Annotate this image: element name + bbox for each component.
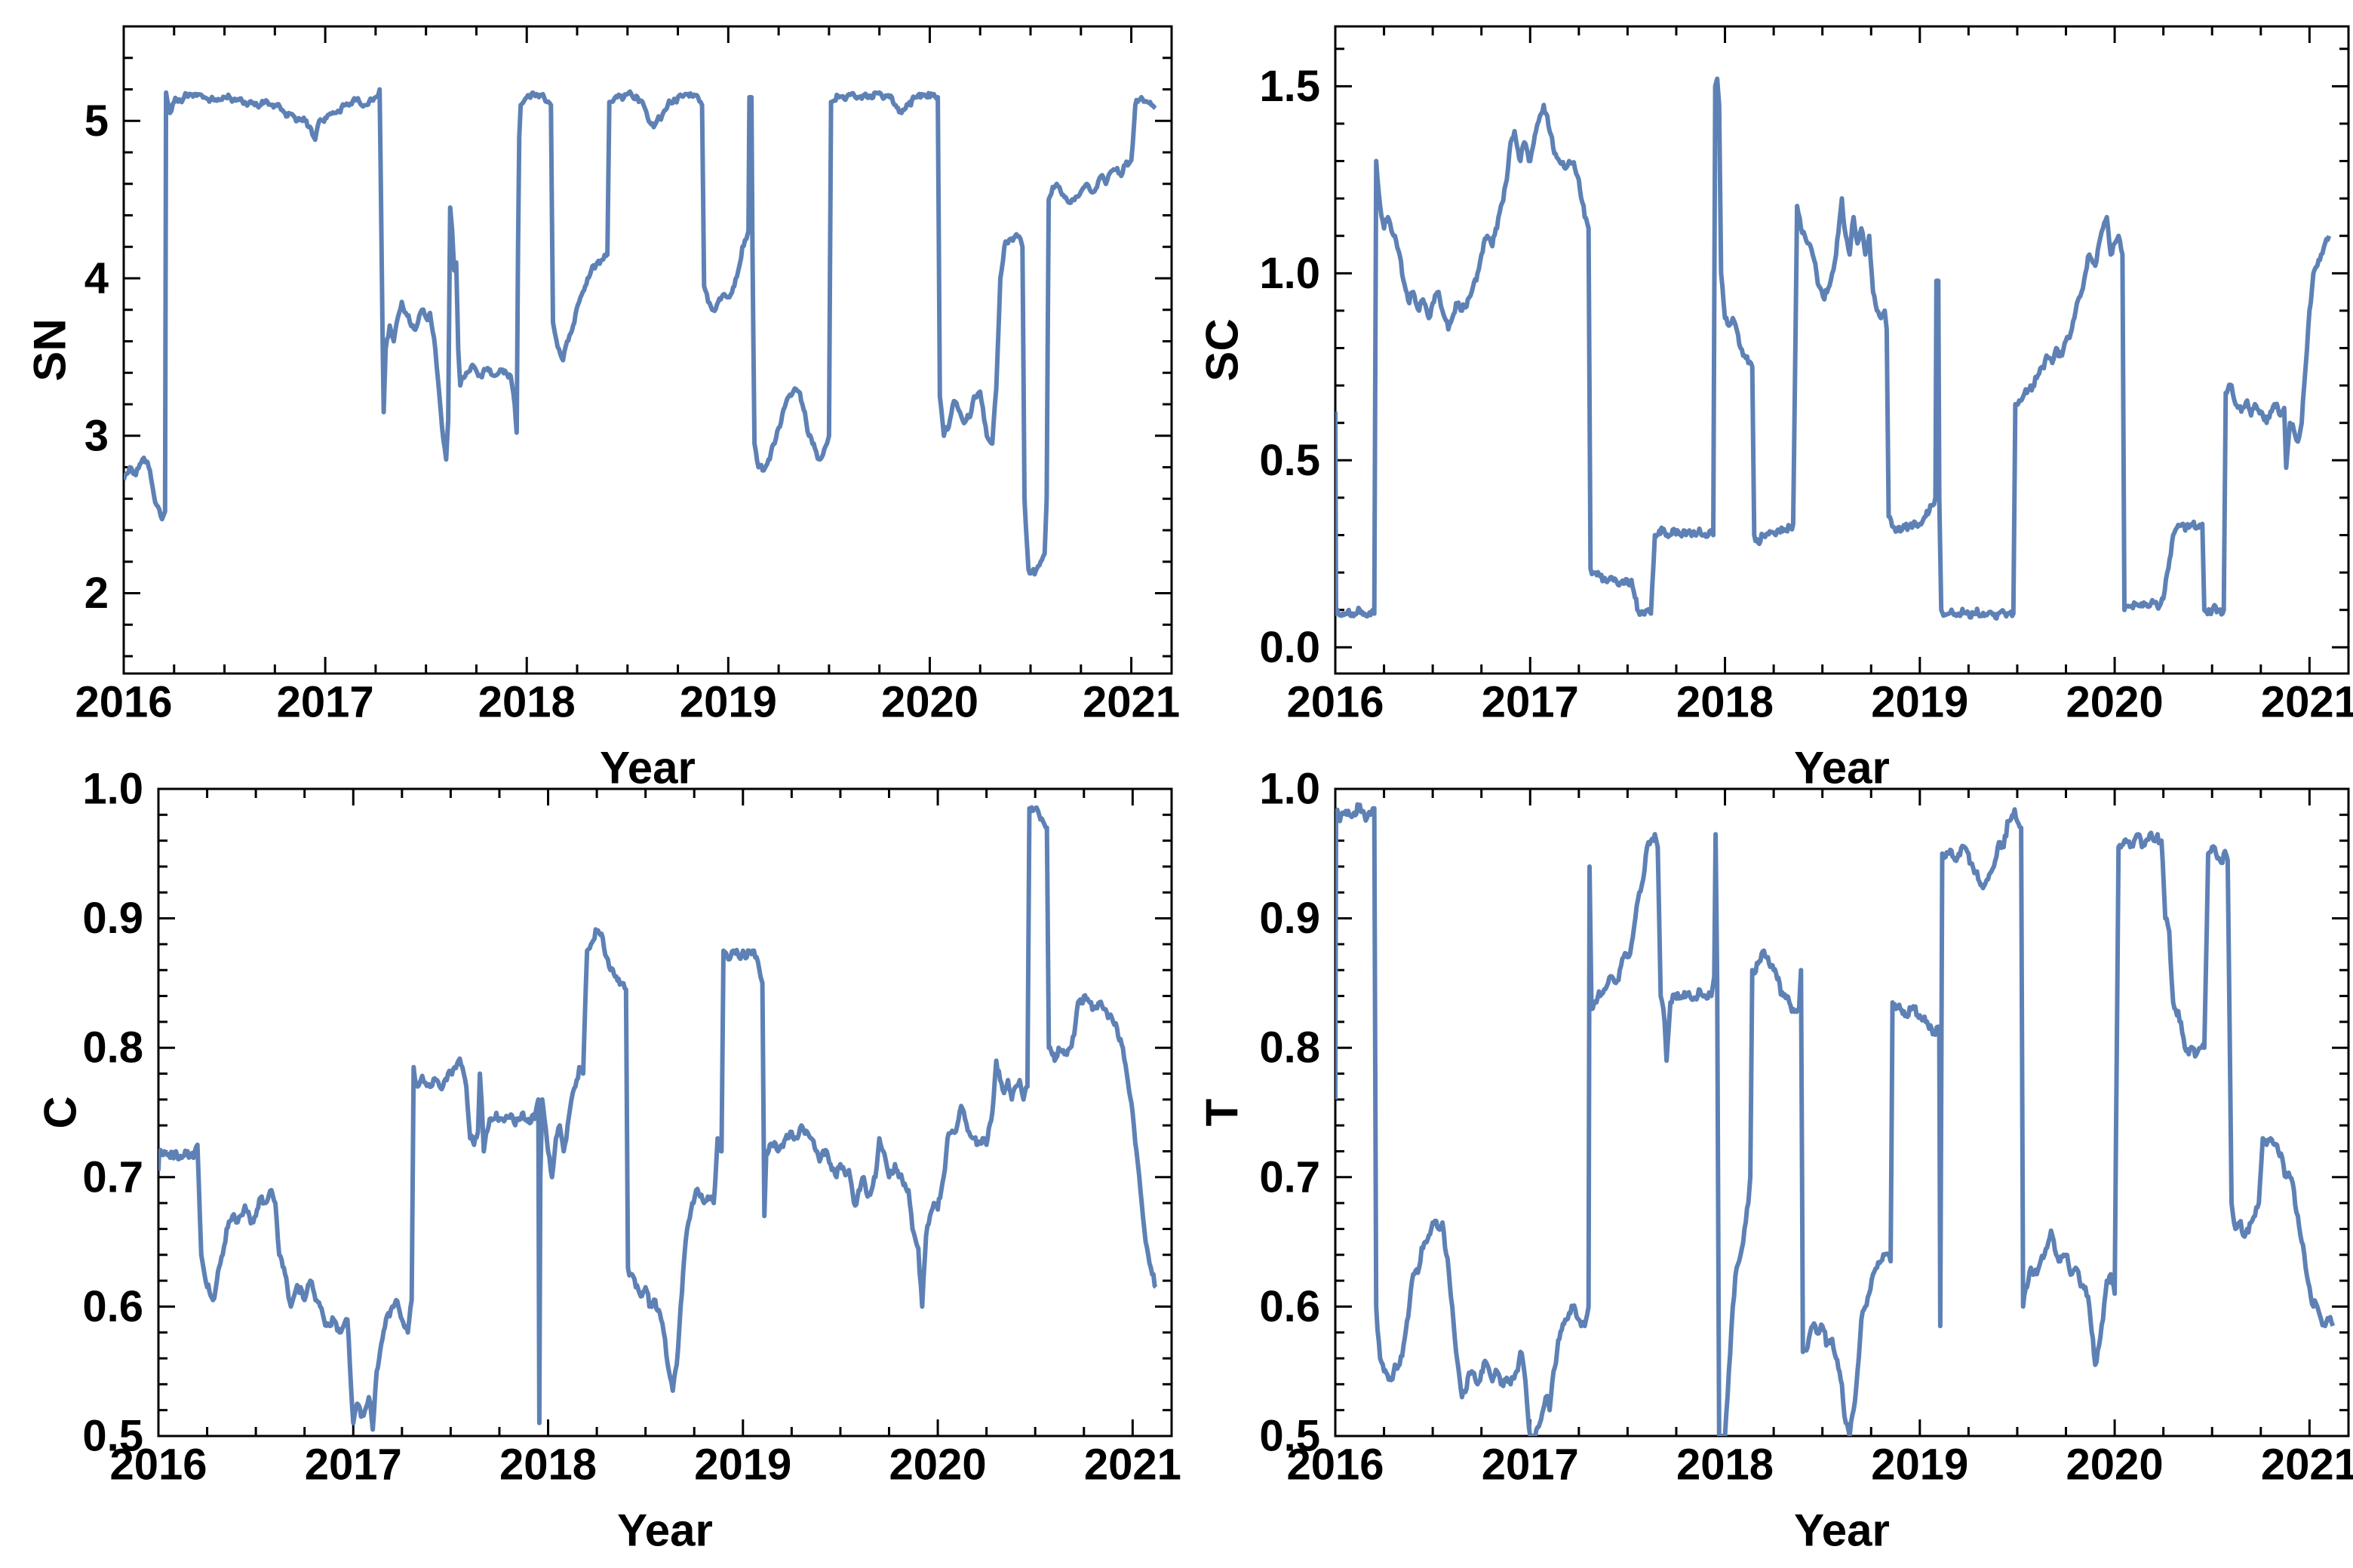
x-axis-label: Year (617, 1505, 713, 1556)
y-tick-label: 2 (84, 569, 109, 618)
y-tick-label: 0.7 (82, 1152, 143, 1201)
plot-frame (1334, 787, 2350, 1438)
x-tick-label: 2020 (2066, 1441, 2164, 1490)
chart-T: 2016 2017 2018 2019 2020 2021 0.5 0.6 0.7 0.8 0.9 1… (1197, 765, 2353, 1556)
x-tick-label: 2019 (1871, 1441, 1968, 1490)
chart-C: 2016 2017 2018 2019 2020 2021 0.5 0.6 0.7 0.8 0.9 1… (35, 765, 1181, 1556)
plot-frame (1334, 25, 2350, 675)
y-tick-label: 3 (84, 411, 109, 460)
plot-frame (157, 787, 1173, 1438)
x-tick-label: 2019 (1871, 678, 1968, 727)
x-tick-label: 2020 (889, 1441, 987, 1490)
y-tick-label: 0.8 (1259, 1023, 1320, 1072)
y-tick-label: 0.9 (1259, 894, 1320, 943)
y-tick-label: 0.5 (82, 1412, 143, 1461)
y-axis-label: C (35, 1096, 86, 1128)
y-tick-label: 1.0 (1259, 765, 1320, 814)
x-tick-label: 2016 (1286, 678, 1384, 727)
y-tick-label: 1.5 (1259, 62, 1320, 111)
y-tick-label: 0.6 (82, 1282, 143, 1331)
y-axis-label: T (1197, 1099, 1248, 1127)
chart-SN: 2016 2017 2018 2019 2020 2021 2 3 4 5 Year SN (25, 25, 1180, 793)
x-tick-label: 2017 (305, 1441, 402, 1490)
x-tick-label: 2017 (1482, 678, 1579, 727)
y-tick-label: 0.8 (82, 1023, 143, 1072)
series-line-SN (124, 87, 1157, 577)
x-tick-label: 2021 (1084, 1441, 1181, 1490)
x-axis-label: Year (600, 743, 696, 793)
x-tick-label: 2018 (478, 678, 576, 727)
x-tick-label: 2017 (277, 678, 374, 727)
series-line-T (1335, 802, 2336, 1436)
x-tick-label: 2018 (1676, 678, 1774, 727)
y-tick-label: 1.0 (82, 765, 143, 814)
x-tick-label: 2019 (694, 1441, 791, 1490)
axis-ticks (1334, 26, 2348, 674)
y-axis-label: SC (1197, 318, 1248, 381)
x-tick-label: 2016 (75, 678, 172, 727)
x-tick-label: 2016 (1286, 1441, 1384, 1490)
x-tick-label: 2021 (2261, 678, 2353, 727)
x-tick-label: 2021 (1083, 678, 1180, 727)
x-tick-label: 2020 (881, 678, 978, 727)
x-tick-label: 2018 (1676, 1441, 1774, 1490)
x-axis-label: Year (1794, 1505, 1890, 1556)
x-axis-label: Year (1794, 743, 1890, 793)
x-tick-label: 2021 (2261, 1441, 2353, 1490)
x-tick-label: 2018 (499, 1441, 597, 1490)
x-tick-label: 2020 (2066, 678, 2164, 727)
y-axis-label: SN (25, 318, 75, 381)
x-tick-label: 2017 (1482, 1441, 1579, 1490)
y-tick-label: 0.0 (1259, 623, 1320, 672)
y-tick-label: 0.5 (1259, 436, 1320, 485)
axis-ticks (1334, 787, 2348, 1438)
y-tick-label: 0.9 (82, 894, 143, 943)
y-tick-label: 1.0 (1259, 249, 1320, 298)
series-line-C (158, 805, 1158, 1432)
x-tick-label: 2019 (680, 678, 777, 727)
y-tick-label: 0.5 (1259, 1412, 1320, 1461)
series-line-SC (1335, 76, 2332, 621)
axis-ticks (122, 25, 1172, 674)
y-tick-label: 5 (84, 97, 109, 146)
y-tick-label: 4 (84, 254, 109, 303)
chart-SC: 2016 2017 2018 2019 2020 2021 0.0 0.5 1.0 1.5 Year… (1197, 25, 2353, 793)
y-tick-label: 0.6 (1259, 1282, 1320, 1331)
plot-frame (122, 25, 1173, 675)
x-tick-label: 2016 (109, 1441, 207, 1490)
y-tick-label: 0.7 (1259, 1152, 1320, 1201)
